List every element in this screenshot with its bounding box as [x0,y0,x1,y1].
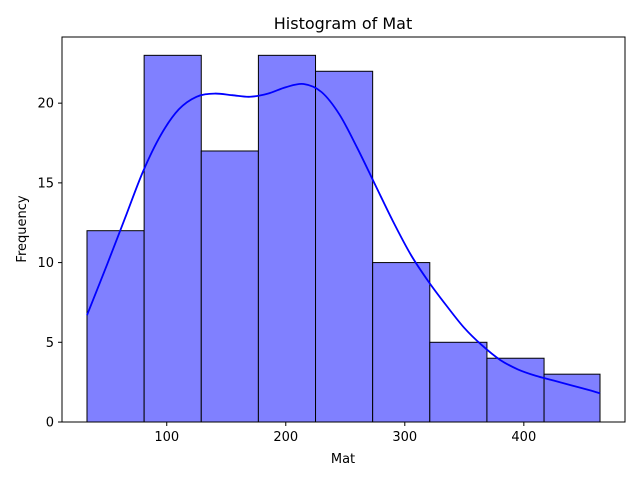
histogram-bar [543,373,601,423]
x-tick-label: 300 [392,430,417,445]
histogram-bar [86,230,145,423]
x-ticks-group: 100 200 300 400 [154,422,536,445]
histogram-bar [200,150,259,423]
plot-frame [61,36,626,423]
x-tick-label: 200 [273,430,298,445]
x-tick-label: 400 [511,430,536,445]
x-axis-label: Mat [331,452,355,467]
y-ticks-group: 0 5 10 15 20 [37,97,62,431]
kde-line [86,82,601,395]
histogram-bar [315,70,374,423]
histogram-bar [257,54,317,423]
y-tick-label: 0 [46,416,54,431]
y-tick-label: 15 [37,176,54,191]
chart-title: Histogram of Mat [274,14,412,33]
kde-group [86,82,601,395]
histogram-bar [143,54,202,423]
y-axis-label: Frequency [15,195,30,262]
histogram-bar [372,262,431,423]
x-tick-label: 100 [154,430,179,445]
y-tick-label: 10 [37,256,54,271]
y-tick-label: 20 [37,97,54,112]
histogram-bar [429,341,488,423]
y-tick-label: 5 [46,336,54,351]
bars-group [86,54,601,423]
